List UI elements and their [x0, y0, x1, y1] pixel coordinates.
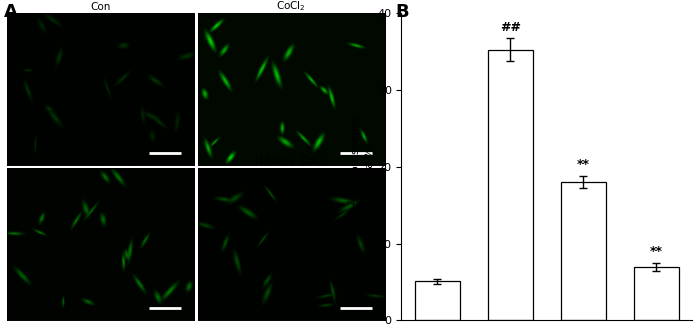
Text: **: **	[577, 158, 590, 171]
Bar	[633, 267, 679, 320]
Title: L-Nar + CoCl$_2$: L-Nar + CoCl$_2$	[64, 154, 137, 168]
Y-axis label: Ca$^{2+}$ fluorescence
(Area %): Ca$^{2+}$ fluorescence (Area %)	[347, 114, 375, 219]
Title: Con: Con	[90, 2, 110, 12]
Text: ##: ##	[500, 21, 521, 34]
Text: **: **	[649, 245, 663, 258]
Text: A: A	[3, 3, 17, 21]
Title: CoCl$_2$: CoCl$_2$	[276, 0, 306, 13]
Text: B: B	[395, 3, 408, 21]
Bar	[488, 50, 533, 320]
Bar	[415, 281, 460, 320]
Bar	[561, 182, 606, 320]
Title: H-Nar + CoCl$_2$: H-Nar + CoCl$_2$	[254, 154, 329, 168]
